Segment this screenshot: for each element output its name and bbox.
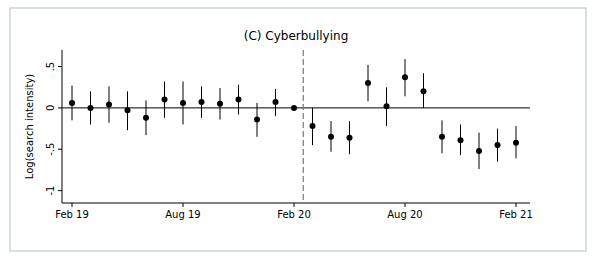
x-tick <box>294 203 295 207</box>
point <box>236 97 242 103</box>
y-tick <box>58 149 62 150</box>
point <box>273 99 279 105</box>
y-tick-label: -.5 <box>45 143 56 156</box>
point <box>69 100 75 106</box>
point <box>458 137 464 143</box>
y-tick <box>58 66 62 67</box>
y-tick <box>58 107 62 108</box>
marks <box>69 59 519 169</box>
x-tick <box>72 203 73 207</box>
point <box>347 135 353 141</box>
title: (C) Cyberbullying <box>244 29 349 43</box>
point <box>106 102 112 108</box>
point <box>365 80 371 86</box>
frame <box>10 8 586 251</box>
point <box>476 148 482 154</box>
y-tick-label: -1 <box>45 186 56 196</box>
x-tick-label: Feb 19 <box>55 209 89 220</box>
x-tick-label: Feb 21 <box>499 209 533 220</box>
x-tick <box>183 203 184 207</box>
point <box>88 105 94 111</box>
point <box>199 99 205 105</box>
point <box>310 123 316 129</box>
x-tick <box>516 203 517 207</box>
point <box>143 115 149 121</box>
x-tick-label: Feb 20 <box>277 209 311 220</box>
chart: (C) Cyberbullying -1 -.5 0 .5 Log(search inte… <box>0 0 597 260</box>
point <box>495 142 501 148</box>
y-tick-label: 0 <box>45 105 56 111</box>
x-axis <box>62 203 530 204</box>
point <box>291 105 297 111</box>
y-axis-label: Log(search intensity) <box>24 74 35 180</box>
point <box>328 134 334 140</box>
point <box>384 103 390 109</box>
point <box>162 97 168 103</box>
x-tick-label: Aug 20 <box>387 209 422 220</box>
point <box>180 100 186 106</box>
x-tick <box>405 203 406 207</box>
point <box>125 107 131 113</box>
event-line <box>303 50 304 203</box>
y-tick <box>58 190 62 191</box>
point <box>217 101 223 107</box>
point <box>402 74 408 80</box>
point <box>421 88 427 94</box>
x-tick-label: Aug 19 <box>165 209 200 220</box>
point <box>513 140 519 146</box>
point <box>439 134 445 140</box>
point <box>254 116 260 122</box>
y-tick-label: .5 <box>45 62 56 72</box>
y-axis <box>62 50 63 203</box>
